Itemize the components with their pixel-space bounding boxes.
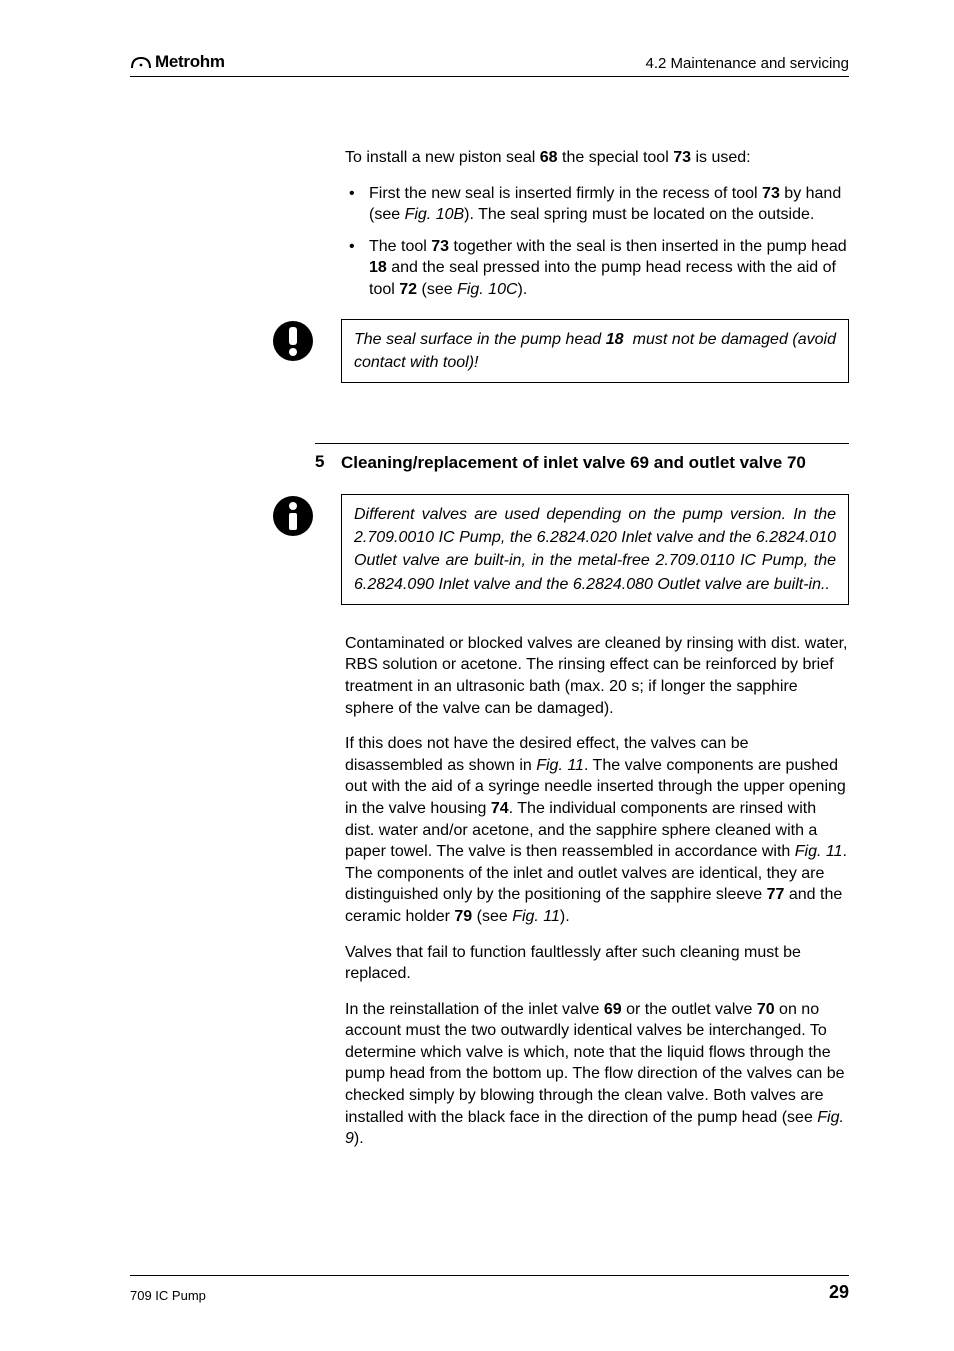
page-footer: 709 IC Pump 29 [130,1275,849,1303]
ref-18: 18 [369,259,387,276]
ref-73: 73 [762,185,780,202]
ref-74: 74 [491,800,509,817]
page-header: Metrohm 4.2 Maintenance and servicing [130,52,849,77]
ref-69: 69 [604,1001,622,1018]
text: together with the seal is then inserted … [449,238,847,255]
warning-icon [265,319,321,363]
ref-73: 73 [431,238,449,255]
footer-left: 709 IC Pump [130,1288,206,1303]
text: is used: [691,149,751,166]
fig-ref: Fig. 10B [405,206,465,223]
text: The seal surface in the pump head [354,331,606,348]
metrohm-logo-icon [130,54,152,70]
info-icon [265,494,321,538]
section-5-heading: 5 Cleaning/replacement of inlet valve 69… [315,443,849,474]
text: ). [560,908,570,925]
text: or the outlet valve [622,1001,757,1018]
ref-18: 18 [606,331,624,348]
ref-68: 68 [540,149,558,166]
fig-ref: Fig. 10C [457,281,517,298]
text: on no account must the two outwardly ide… [345,1001,845,1126]
text: First the new seal is inserted firmly in… [369,185,762,202]
list-item: First the new seal is inserted firmly in… [345,183,849,226]
header-section: 4.2 Maintenance and servicing [646,55,849,72]
ref-73: 73 [673,149,691,166]
text: Cleaning/replacement of inlet valve [341,453,630,472]
body-p4: In the reinstallation of the inlet valve… [345,999,849,1150]
text: ). [354,1130,364,1147]
text: ). The seal spring must be located on th… [464,206,814,223]
fig-ref: Fig. 11 [795,843,843,860]
fig-ref: Fig. 11 [512,908,560,925]
text: To install a new piston seal [345,149,540,166]
text: The tool [369,238,431,255]
brand-logo: Metrohm [130,52,225,72]
ref-79: 79 [454,908,472,925]
body-p1: Contaminated or blocked valves are clean… [345,633,849,719]
text: In the reinstallation of the inlet valve [345,1001,604,1018]
brand-text: Metrohm [155,52,225,72]
list-item: The tool 73 together with the seal is th… [345,236,849,301]
fig-ref: Fig. 11 [536,757,584,774]
text: (see [417,281,457,298]
body-p3: Valves that fail to function faultlessly… [345,942,849,985]
ref-72: 72 [399,281,417,298]
text: (see [472,908,512,925]
ref-77: 77 [767,886,785,903]
ref-70: 70 [757,1001,775,1018]
ref-69: 69 [630,453,649,472]
section-title: Cleaning/replacement of inlet valve 69 a… [341,452,806,474]
warning-box: The seal surface in the pump head 18 mus… [341,319,849,383]
text: ). [518,281,528,298]
text: the special tool [558,149,674,166]
section-number: 5 [315,452,341,474]
install-steps-list: First the new seal is inserted firmly in… [345,183,849,301]
intro-paragraph: To install a new piston seal 68 the spec… [345,147,849,169]
info-box: Different valves are used depending on t… [341,494,849,605]
page-number: 29 [829,1282,849,1303]
ref-70: 70 [787,453,806,472]
body-p2: If this does not have the desired effect… [345,733,849,927]
text: and outlet valve [649,453,787,472]
